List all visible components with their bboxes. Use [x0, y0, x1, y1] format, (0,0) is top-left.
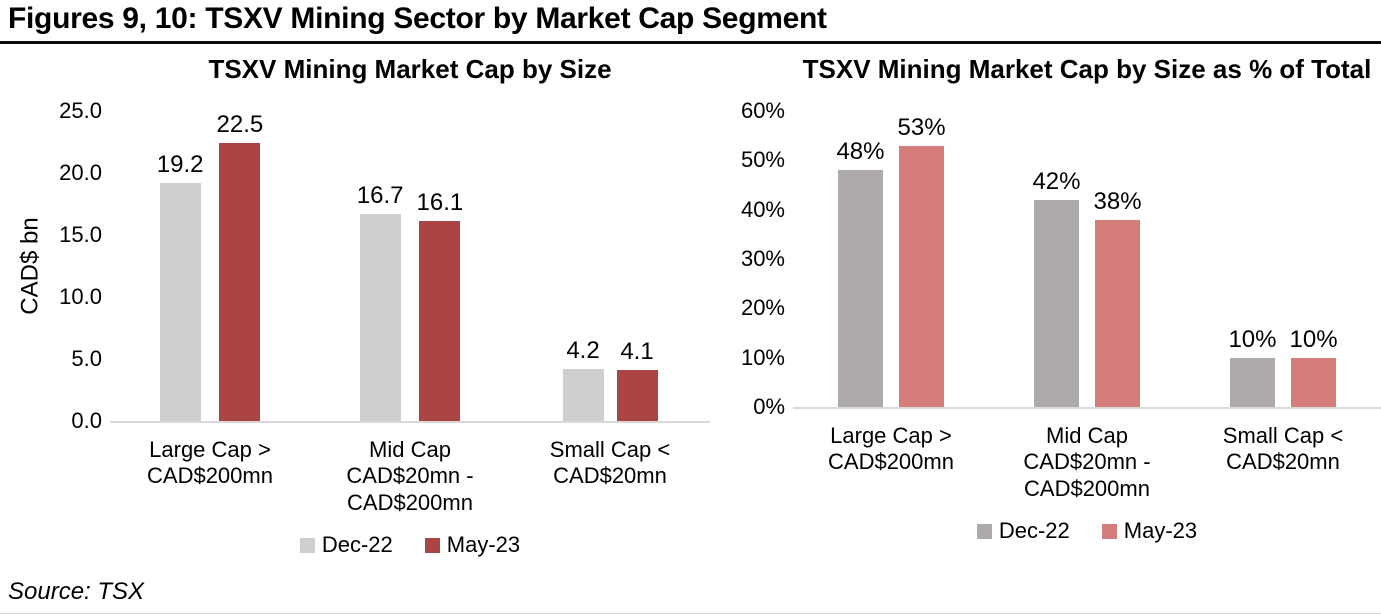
legend-item-may-23: May-23 [424, 532, 521, 558]
y-tick-label: 25.0 [59, 98, 102, 123]
bar-column-dec-22: 42% [1032, 111, 1081, 407]
page-title: Figures 9, 10: TSXV Mining Sector by Mar… [8, 2, 827, 35]
chart-market-cap-by-size: TSXV Mining Market Cap by Size CAD$ bn 0… [10, 50, 710, 558]
bar-may-23 [899, 145, 945, 407]
plot-area: 0% 10% 20% 30% 40% 50% 60% 48% 53% 42% 38% 10% 10% [741, 98, 1381, 419]
x-category-label: Large Cap > CAD$200mn [147, 437, 273, 489]
legend-label: May-23 [446, 532, 521, 558]
bar-value-label: 16.1 [416, 189, 464, 217]
legend-swatch [1101, 523, 1117, 539]
y-tick-label: 5.0 [71, 346, 102, 371]
bar-may-23 [1291, 357, 1337, 407]
bar-may-23 [419, 221, 461, 421]
bar-dec-22 [837, 170, 883, 407]
bar-group: 4.2 4.1 [510, 111, 710, 421]
y-tick-label: 20% [740, 295, 785, 321]
bar-dec-22 [1033, 199, 1079, 407]
bar-value-label: 19.2 [156, 150, 204, 178]
y-tick-label: 0.0 [71, 408, 102, 433]
bottom-rule [0, 613, 1381, 614]
y-tick-label: 0% [753, 394, 785, 419]
y-tick-label: 15.0 [59, 222, 102, 247]
chart-title: TSXV Mining Market Cap by Size [208, 54, 612, 84]
bar-dec-22 [359, 213, 401, 421]
bar-column-may-23: 38% [1094, 111, 1142, 407]
bar-dec-22 [159, 182, 201, 421]
bar-groups: 19.2 22.5 16.7 16.1 4.2 4.1 [110, 111, 710, 421]
y-tick-label: 20.0 [59, 160, 102, 185]
legend-item-may-23: May-23 [1101, 518, 1198, 544]
bar-value-label: 22.5 [216, 111, 264, 138]
legend-swatch [299, 537, 315, 553]
y-tick-label: 40% [740, 196, 785, 222]
legend-swatch [976, 523, 992, 539]
y-tick-label: 50% [740, 147, 785, 173]
y-axis-title: CAD$ bn [14, 111, 48, 421]
y-axis-title-text: CAD$ bn [17, 217, 45, 315]
x-axis-labels: Large Cap > CAD$200mn Mid Cap CAD$20mn - … [793, 423, 1381, 502]
bar-value-label: 4.1 [620, 338, 654, 366]
legend: Dec-22 May-23 [793, 518, 1381, 544]
legend-label: Dec-22 [321, 532, 393, 558]
x-axis-labels: Large Cap > CAD$200mn Mid Cap CAD$20mn - … [110, 437, 710, 516]
bar-may-23 [1095, 219, 1141, 407]
bar-group: 42% 38% [989, 111, 1185, 407]
legend-item-dec-22: Dec-22 [299, 532, 393, 558]
bar-column-dec-22: 19.2 [157, 111, 204, 421]
bar-column-dec-22: 16.7 [357, 111, 404, 421]
bar-column-may-23: 4.1 [616, 111, 658, 421]
plot-area: CAD$ bn 0.0 5.0 10.0 15.0 20.0 25.0 19.2 22.5 16… [17, 98, 710, 433]
x-category-label: Mid Cap CAD$20mn - CAD$200mn [346, 437, 474, 515]
bar-group: 10% 10% [1185, 111, 1381, 407]
legend: Dec-22 May-23 [110, 532, 710, 558]
source-note: Source: TSX [8, 578, 145, 605]
bar-column-may-23: 22.5 [216, 111, 264, 421]
charts-row: TSXV Mining Market Cap by Size CAD$ bn 0… [0, 50, 1381, 558]
bar-column-may-23: 10% [1290, 111, 1338, 407]
bar-group: 16.7 16.1 [310, 111, 510, 421]
bar-value-label: 48% [836, 138, 885, 166]
legend-label: May-23 [1123, 518, 1198, 544]
x-category-label: Mid Cap CAD$20mn - CAD$200mn [1023, 423, 1151, 501]
bar-dec-22 [1229, 357, 1275, 407]
bar-value-label: 16.7 [356, 181, 404, 209]
bar-column-dec-22: 10% [1228, 111, 1277, 407]
bar-may-23 [219, 143, 261, 421]
bar-column-may-23: 16.1 [416, 111, 464, 421]
x-category-label: Small Cap < CAD$20mn [549, 437, 671, 489]
bar-groups: 48% 53% 42% 38% 10% 10% [793, 111, 1381, 407]
legend-swatch [424, 537, 440, 553]
bar-dec-22 [562, 368, 604, 421]
chart-title: TSXV Mining Market Cap by Size as % of T… [802, 54, 1372, 84]
bar-value-label: 38% [1093, 187, 1142, 215]
y-tick-label: 10% [740, 344, 785, 370]
plot-column: TSXV Mining Market Cap by Size as % of T… [741, 54, 1381, 544]
y-tick-label: 60% [740, 98, 785, 123]
chart-market-cap-percent-of-total: TSXV Mining Market Cap by Size as % of T… [720, 50, 1381, 558]
bar-value-label: 42% [1032, 167, 1081, 195]
x-category-label: Large Cap > CAD$200mn [828, 423, 954, 475]
bar-value-label: 10% [1228, 325, 1277, 353]
bar-column-dec-22: 4.2 [562, 111, 604, 421]
y-tick-label: 30% [740, 246, 785, 271]
bar-value-label: 4.2 [566, 336, 600, 364]
x-category-label: Small Cap < CAD$20mn [1222, 423, 1344, 475]
bar-group: 48% 53% [793, 111, 989, 407]
plot-column: TSXV Mining Market Cap by Size CAD$ bn 0… [17, 54, 710, 558]
bar-column-dec-22: 48% [836, 111, 885, 407]
bar-group: 19.2 22.5 [110, 111, 310, 421]
title-underline-rule [0, 41, 1381, 44]
bar-value-label: 10% [1289, 325, 1338, 353]
legend-label: Dec-22 [998, 518, 1070, 544]
bar-column-may-23: 53% [898, 111, 946, 407]
y-tick-label: 10.0 [59, 284, 102, 309]
bar-value-label: 53% [897, 113, 946, 141]
legend-item-dec-22: Dec-22 [976, 518, 1070, 544]
bar-may-23 [616, 370, 658, 421]
